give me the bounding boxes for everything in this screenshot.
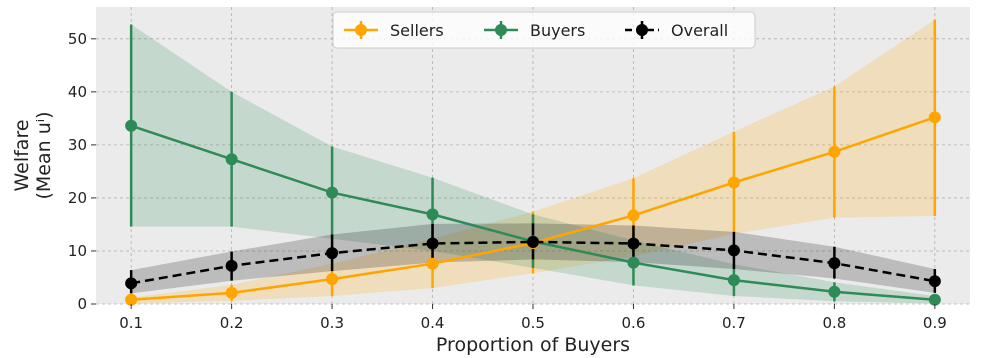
- sellers-point: [225, 286, 238, 299]
- x-tick-label: 0.5: [521, 314, 545, 332]
- overall-point: [828, 257, 841, 270]
- overall-point: [928, 275, 941, 288]
- sellers-point: [125, 293, 138, 306]
- overall-point: [125, 277, 138, 290]
- x-tick-label: 0.4: [421, 314, 445, 332]
- y-tick-label: 0: [77, 295, 87, 313]
- x-tick-label: 0.6: [622, 314, 646, 332]
- legend-overall-label: Overall: [671, 21, 728, 40]
- legend-box: [332, 11, 756, 49]
- x-tick-label: 0.7: [722, 314, 746, 332]
- y-tick-label: 50: [68, 30, 87, 48]
- buyers-point: [928, 293, 941, 306]
- buyers-point: [326, 186, 339, 199]
- sellers-point: [426, 257, 439, 270]
- buyers-point: [727, 274, 740, 287]
- legend-overall-marker: [636, 24, 648, 36]
- y-tick-label: 20: [68, 189, 87, 207]
- x-tick-label: 0.1: [119, 314, 143, 332]
- sellers-point: [627, 209, 640, 222]
- overall-line: [130, 240, 936, 285]
- y-axis-ticks: 0 10 20 30 40 50: [68, 30, 96, 313]
- legend-buyers-label: Buyers: [530, 21, 585, 40]
- x-axis-ticks: 0.1 0.2 0.3 0.4 0.5 0.6 0.7 0.8 0.9: [119, 304, 947, 332]
- legend-buyers-marker: [495, 24, 507, 36]
- overall-point: [727, 244, 740, 257]
- buyers-point: [828, 285, 841, 298]
- x-tick-label: 0.3: [320, 314, 344, 332]
- x-tick-label: 0.8: [822, 314, 846, 332]
- buyers-point: [125, 119, 138, 132]
- series-markers: [125, 111, 941, 306]
- legend: Sellers Buyers Overall: [332, 11, 756, 49]
- overall-point: [527, 235, 539, 248]
- sellers-point: [828, 145, 841, 158]
- x-tick-label: 0.9: [923, 314, 947, 332]
- legend-sellers-label: Sellers: [390, 21, 444, 40]
- y-tick-label: 10: [68, 242, 87, 260]
- buyers-point: [426, 208, 439, 221]
- y-axis-label-line2: (Mean uⁱ): [33, 111, 55, 199]
- overall-point: [225, 259, 238, 272]
- sellers-point: [727, 176, 740, 189]
- buyers-point: [225, 153, 238, 166]
- overall-point: [627, 237, 640, 250]
- sellers-point: [326, 273, 339, 286]
- sellers-point: [928, 111, 941, 124]
- x-tick-label: 0.2: [220, 314, 244, 332]
- buyers-point: [627, 256, 640, 269]
- y-axis-label-line1: Welfare: [11, 119, 33, 191]
- x-axis-label: Proportion of Buyers: [436, 334, 630, 356]
- y-tick-label: 30: [68, 136, 87, 154]
- overall-point: [326, 247, 339, 260]
- y-tick-label: 40: [68, 83, 87, 101]
- overall-point: [426, 237, 439, 250]
- legend-sellers-marker: [355, 24, 367, 36]
